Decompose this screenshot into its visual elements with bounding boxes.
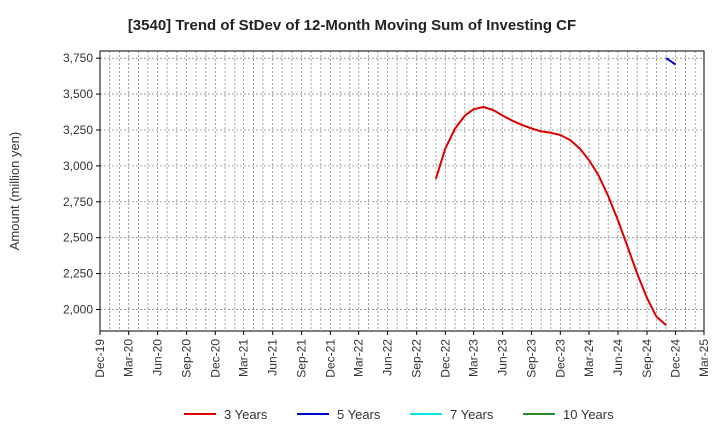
- x-tick-label: Jun-21: [266, 339, 280, 376]
- legend-label: 7 Years: [450, 407, 494, 422]
- x-tick-label: Mar-25: [697, 339, 711, 377]
- x-tick-label: Mar-20: [122, 339, 136, 377]
- x-tick-label: Jun-23: [496, 339, 510, 376]
- y-axis-label: Amount (million yen): [7, 132, 22, 251]
- y-tick-label: 2,250: [63, 267, 93, 281]
- x-tick-label: Sep-20: [180, 339, 194, 378]
- x-tick-label: Dec-24: [669, 339, 683, 378]
- grid-lines: [100, 51, 704, 331]
- y-tick-label: 2,000: [63, 302, 93, 316]
- x-tick-label: Dec-21: [323, 339, 337, 378]
- x-tick-label: Jun-20: [151, 339, 165, 376]
- x-tick-label: Mar-24: [582, 339, 596, 377]
- x-tick-label: Sep-23: [525, 339, 539, 378]
- legend-label: 10 Years: [563, 407, 614, 422]
- legend-label: 3 Years: [224, 407, 268, 422]
- x-tick-label: Dec-19: [93, 339, 107, 378]
- series-line-3-years: [434, 106, 667, 327]
- x-tick-label: Sep-24: [640, 339, 654, 378]
- x-tick-label: Mar-23: [467, 339, 481, 377]
- x-tick-label: Dec-22: [438, 339, 452, 378]
- x-tick-label: Dec-20: [208, 339, 222, 378]
- x-tick-label: Sep-21: [295, 339, 309, 378]
- x-tick-label: Mar-22: [352, 339, 366, 377]
- x-tick-label: Dec-23: [553, 339, 567, 378]
- series-line-5-years: [665, 57, 677, 66]
- y-tick-label: 2,750: [63, 195, 93, 209]
- y-tick-label: 3,750: [63, 51, 93, 65]
- y-tick-label: 3,250: [63, 123, 93, 137]
- legend: 3 Years 5 Years 7 Years 10 Years: [184, 407, 614, 422]
- y-axis-ticks: 2,000 2,250 2,500 2,750 3,000 3,250 3,500 3,750: [63, 51, 100, 316]
- y-tick-label: 3,000: [63, 159, 93, 173]
- x-tick-label: Jun-24: [611, 339, 625, 376]
- x-tick-label: Jun-22: [381, 339, 395, 376]
- x-tick-label: Mar-21: [237, 339, 251, 377]
- plot-area-border: [99, 50, 705, 332]
- x-axis-ticks: Dec-19 Mar-20 Jun-20 Sep-20 Dec-20 Mar-21 Jun-…: [93, 331, 711, 378]
- y-tick-label: 3,500: [63, 87, 93, 101]
- legend-label: 5 Years: [337, 407, 381, 422]
- series-lines: [434, 57, 677, 327]
- x-tick-label: Sep-22: [410, 339, 424, 378]
- chart-title: [3540] Trend of StDev of 12-Month Moving…: [128, 17, 576, 34]
- y-tick-label: 2,500: [63, 231, 93, 245]
